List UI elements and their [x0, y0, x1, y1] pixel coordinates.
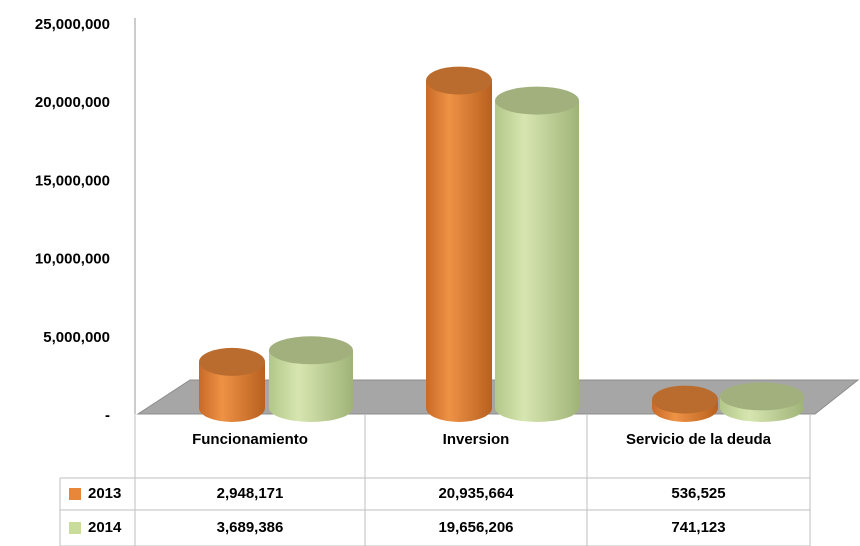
- table-value: 536,525: [671, 485, 725, 502]
- table-value: 741,123: [671, 519, 725, 536]
- legend-swatch: [69, 488, 81, 500]
- cylinder-top: [720, 382, 804, 411]
- y-tick-label: -: [105, 407, 110, 424]
- cylinder: [495, 100, 579, 422]
- cylinder-top: [269, 336, 353, 365]
- cylinder: [269, 350, 353, 422]
- category-label: Servicio de la deuda: [626, 431, 772, 448]
- cylinder-top: [652, 385, 718, 414]
- category-label: Funcionamiento: [192, 431, 308, 448]
- y-tick-label: 5,000,000: [43, 329, 110, 346]
- legend-label: 2014: [88, 519, 122, 536]
- cylinder: [199, 361, 265, 422]
- table-value: 20,935,664: [438, 485, 514, 502]
- y-tick-label: 20,000,000: [35, 94, 110, 111]
- y-tick-label: 25,000,000: [35, 16, 110, 33]
- legend-label: 2013: [88, 485, 121, 502]
- cylinder-top: [495, 86, 579, 115]
- category-label: Inversion: [443, 431, 510, 448]
- cylinder: [426, 80, 492, 422]
- cylinder-top: [199, 347, 265, 376]
- legend-swatch: [69, 522, 81, 534]
- table-value: 2,948,171: [217, 485, 284, 502]
- cylinder-top: [426, 66, 492, 95]
- table-value: 3,689,386: [217, 519, 284, 536]
- y-tick-label: 10,000,000: [35, 251, 110, 268]
- y-tick-label: 15,000,000: [35, 172, 110, 189]
- table-value: 19,656,206: [438, 519, 513, 536]
